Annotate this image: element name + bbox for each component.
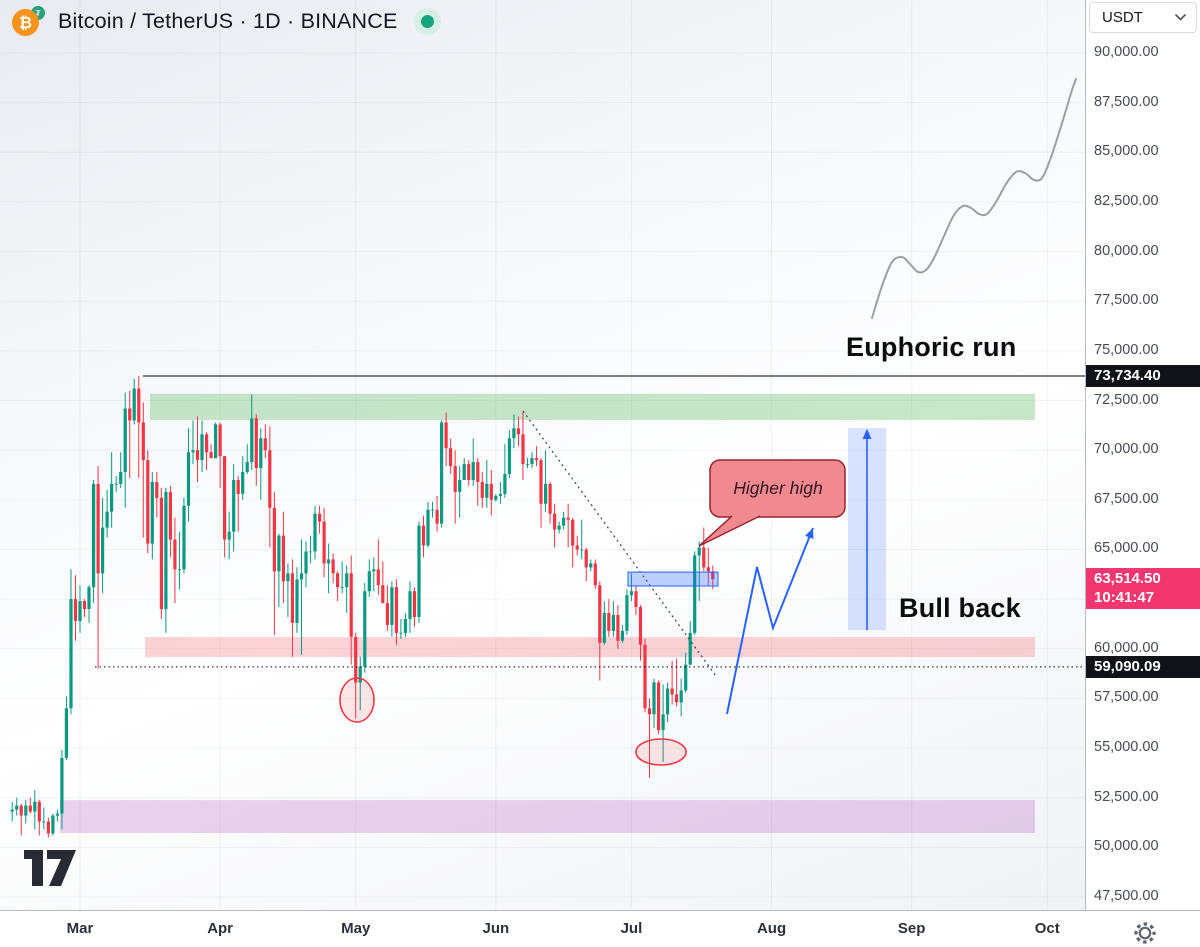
price-tick-label: 85,000.00 <box>1094 143 1159 160</box>
circle-may-low[interactable] <box>339 677 375 723</box>
ath-price-tag: 73,734.40 <box>1086 365 1200 388</box>
last-price-tag: 63,514.50 10:41:47 <box>1086 567 1200 609</box>
support-zone-red[interactable] <box>145 637 1035 658</box>
time-tick-label: Aug <box>756 920 787 937</box>
price-tick-label: 82,500.00 <box>1094 192 1159 209</box>
time-tick-label: Jul <box>620 920 643 937</box>
status-dot-icon <box>420 14 434 28</box>
chevron-down-icon <box>1175 14 1186 21</box>
price-tick-label: 60,000.00 <box>1094 639 1159 656</box>
price-tick-label: 55,000.00 <box>1094 739 1159 756</box>
level-price-value: 59,090.09 <box>1094 657 1161 675</box>
price-tick-label: 70,000.00 <box>1094 441 1159 458</box>
time-tick-label: Apr <box>207 920 234 937</box>
time-tick-label: Sep <box>897 920 926 937</box>
breakout-level-box[interactable] <box>627 571 719 587</box>
price-tick-label: 65,000.00 <box>1094 540 1159 557</box>
price-tick-label: 75,000.00 <box>1094 341 1159 358</box>
time-tick-label: Mar <box>66 920 94 937</box>
circle-jul-low[interactable] <box>635 738 687 766</box>
price-tick-label: 47,500.00 <box>1094 888 1159 904</box>
currency-value: USDT <box>1102 9 1143 26</box>
higher-high-callout-bubble[interactable] <box>709 459 846 518</box>
ath-price-value: 73,734.40 <box>1094 367 1161 385</box>
last-price-value: 63,514.50 <box>1094 569 1161 587</box>
tradingview-logo[interactable] <box>22 845 78 889</box>
time-tick-label: Oct <box>1034 920 1060 937</box>
time-tick-label: May <box>341 920 371 937</box>
price-tick-label: 87,500.00 <box>1094 93 1159 110</box>
higher-high-callout-text[interactable]: Higher high <box>733 478 823 498</box>
time-axis[interactable]: Mar Apr May Jun Jul Aug Sep Oct <box>0 910 1200 947</box>
candles-series <box>10 376 715 838</box>
currency-dropdown[interactable]: USDT <box>1089 2 1197 33</box>
resistance-zone-green[interactable] <box>150 393 1035 420</box>
euphoric-squiggle-line[interactable] <box>871 78 1077 319</box>
bull-back-label[interactable]: Bull back <box>899 593 1021 623</box>
chart-header: ₮ ₿ Bitcoin / TetherUS · 1D · BINANCE <box>12 6 441 36</box>
price-tick-label: 90,000.00 <box>1094 44 1159 60</box>
price-tick-label: 52,500.00 <box>1094 788 1159 805</box>
bar-countdown: 10:41:47 <box>1094 589 1155 607</box>
level-price-tag: 59,090.09 <box>1086 655 1200 678</box>
time-tick-label: Jun <box>482 920 510 937</box>
price-tick-label: 57,500.00 <box>1094 689 1159 706</box>
support-zone-purple[interactable] <box>60 800 1035 834</box>
gridlines <box>0 0 1085 910</box>
price-tick-label: 77,500.00 <box>1094 292 1159 309</box>
price-tick-label: 50,000.00 <box>1094 838 1159 855</box>
bitcoin-icon: ₿ <box>12 9 39 36</box>
axis-settings-gear-icon[interactable] <box>1132 920 1158 946</box>
symbol-logo[interactable]: ₮ ₿ <box>12 6 48 36</box>
zigzag-projection-arrow[interactable] <box>726 527 814 715</box>
price-tick-label: 67,500.00 <box>1094 490 1159 507</box>
price-tick-label: 72,500.00 <box>1094 391 1159 408</box>
market-status-indicator[interactable] <box>413 7 441 35</box>
price-axis[interactable]: 47,500.00 50,000.00 52,500.00 55,000.00 57,5… <box>1085 0 1200 910</box>
symbol-title[interactable]: Bitcoin / TetherUS · 1D · BINANCE <box>58 8 398 33</box>
euphoric-run-label[interactable]: Euphoric run <box>846 332 1017 362</box>
price-tick-label: 80,000.00 <box>1094 242 1159 259</box>
